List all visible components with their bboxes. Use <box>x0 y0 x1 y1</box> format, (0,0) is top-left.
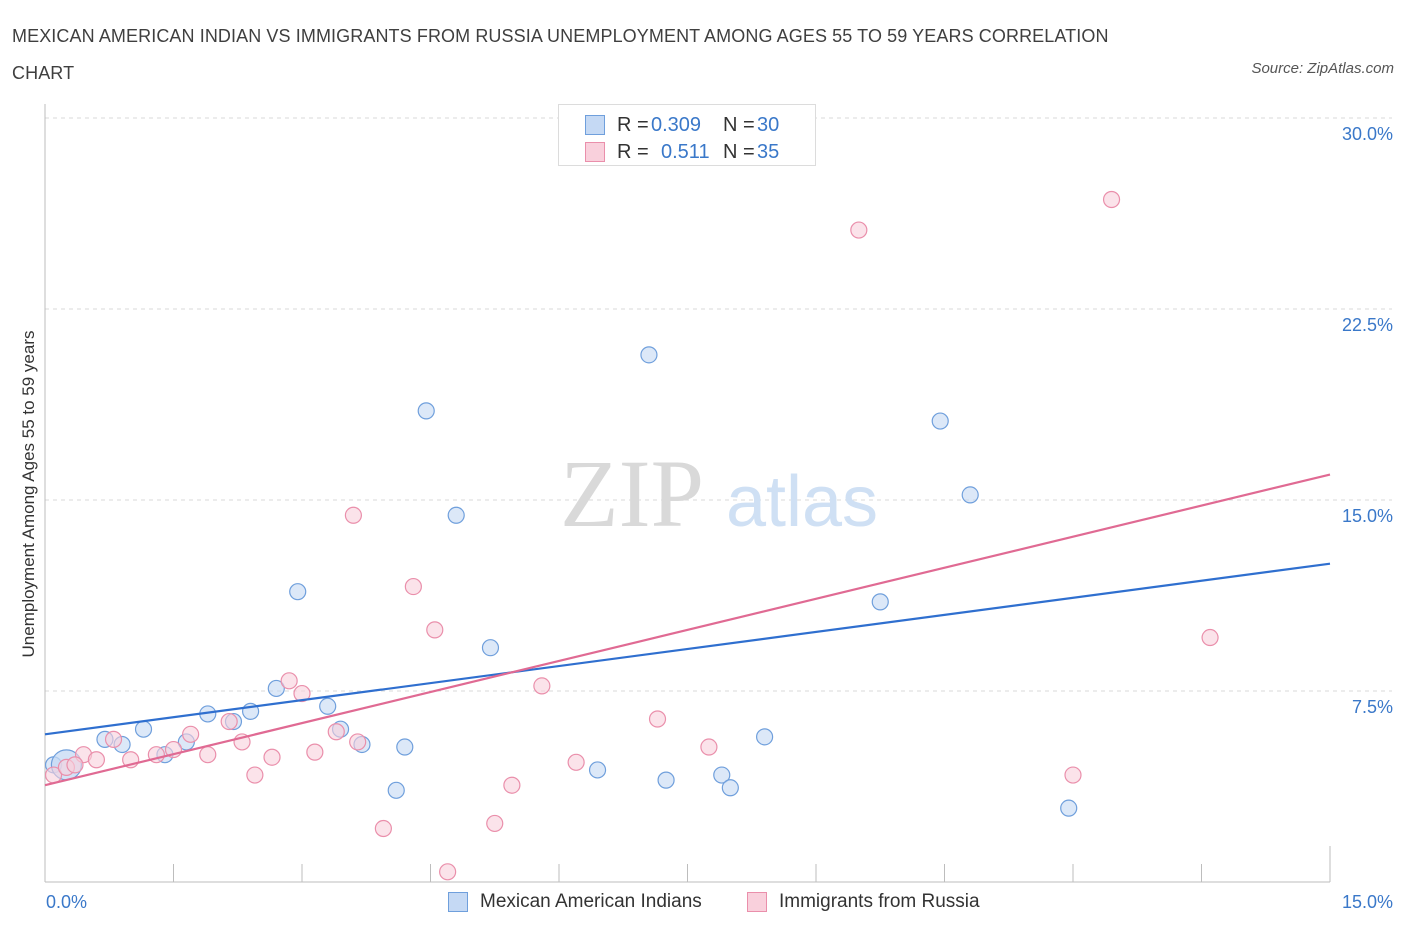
x-tick-label-min: 0.0% <box>46 892 87 912</box>
legend-item-immigrants-from-russia[interactable]: Immigrants from Russia <box>747 888 980 916</box>
y-tick-label: 15.0% <box>1342 506 1393 526</box>
point-immigrants-from-russia <box>182 725 200 743</box>
r-value: 0.511 <box>661 140 710 163</box>
n-label: N = <box>723 140 755 163</box>
point-immigrants-from-russia <box>66 756 84 774</box>
point-immigrants-from-russia <box>87 751 106 769</box>
n-value: 30 <box>757 113 780 136</box>
points-layer <box>44 190 1219 881</box>
point-mexican-american-indians <box>871 593 889 611</box>
point-immigrants-from-russia <box>503 776 521 794</box>
y-tick-labels: 7.5% 15.0% 22.5% 30.0% <box>1342 124 1393 717</box>
point-mexican-american-indians <box>267 679 285 698</box>
watermark: ZIP atlas <box>560 440 878 547</box>
axis-layer <box>44 104 1331 883</box>
point-immigrants-from-russia <box>246 766 264 784</box>
point-mexican-american-indians <box>481 639 500 657</box>
point-immigrants-from-russia <box>439 863 457 881</box>
point-immigrants-from-russia <box>404 577 422 596</box>
trend-layer <box>44 473 1331 787</box>
blue-swatch <box>448 892 468 912</box>
point-mexican-american-indians <box>447 506 465 524</box>
point-immigrants-from-russia <box>533 677 551 695</box>
point-immigrants-from-russia <box>199 746 217 764</box>
legend-label: Mexican American Indians <box>480 891 702 912</box>
point-immigrants-from-russia <box>850 221 868 239</box>
point-immigrants-from-russia <box>263 748 281 766</box>
pink-swatch <box>585 142 605 162</box>
trendline-immigrants-from-russia <box>44 473 1331 787</box>
point-immigrants-from-russia <box>349 733 367 751</box>
point-mexican-american-indians <box>961 486 979 504</box>
point-mexican-american-indians <box>588 761 607 779</box>
n-value: 35 <box>757 140 780 163</box>
legend-item-mexican-american-indians[interactable]: Mexican American Indians <box>448 888 702 916</box>
point-mexican-american-indians <box>657 771 675 789</box>
point-mexican-american-indians <box>387 781 405 799</box>
y-tick-label: 30.0% <box>1342 124 1393 144</box>
point-immigrants-from-russia <box>104 730 123 748</box>
r-label: R = <box>617 140 649 163</box>
point-mexican-american-indians <box>396 738 414 756</box>
blue-swatch <box>585 115 605 135</box>
point-immigrants-from-russia <box>220 712 238 731</box>
point-mexican-american-indians <box>713 766 731 784</box>
point-immigrants-from-russia <box>648 710 667 728</box>
grid-layer <box>45 117 1392 692</box>
point-mexican-american-indians <box>721 779 739 797</box>
source-label: Source: ZipAtlas.com <box>1251 60 1394 77</box>
stats-legend: R = 0.309 N = 30 R = 0.511 N = 35 <box>558 104 816 166</box>
point-immigrants-from-russia <box>293 684 311 703</box>
point-immigrants-from-russia <box>344 506 362 524</box>
pink-swatch <box>747 892 767 912</box>
point-mexican-american-indians <box>134 720 153 738</box>
point-immigrants-from-russia <box>306 743 324 761</box>
trendline-mexican-american-indians <box>44 562 1331 736</box>
point-mexican-american-indians <box>417 402 435 420</box>
point-mexican-american-indians <box>1060 799 1078 817</box>
y-axis-label: Unemployment Among Ages 55 to 59 years <box>19 331 38 658</box>
point-immigrants-from-russia <box>700 738 718 756</box>
point-immigrants-from-russia <box>1064 766 1082 784</box>
point-immigrants-from-russia <box>1102 190 1121 209</box>
watermark-zip: ZIP <box>560 440 704 547</box>
x-tick-label-max: 15.0% <box>1342 892 1393 912</box>
point-immigrants-from-russia <box>374 819 392 838</box>
point-immigrants-from-russia <box>426 621 444 639</box>
y-tick-label: 7.5% <box>1352 697 1393 717</box>
stats-legend-row-pink: R = 0.511 N = 35 <box>585 138 779 166</box>
stats-legend-row-blue: R = 0.309 N = 30 <box>585 111 779 139</box>
point-mexican-american-indians <box>319 697 337 715</box>
point-immigrants-from-russia <box>486 814 504 833</box>
point-immigrants-from-russia <box>1201 628 1219 647</box>
watermark-atlas: atlas <box>726 462 878 542</box>
point-immigrants-from-russia <box>567 753 585 771</box>
legend-label: Immigrants from Russia <box>779 891 980 912</box>
r-value: 0.309 <box>651 113 702 136</box>
point-mexican-american-indians <box>289 583 307 601</box>
r-label: R = <box>617 113 649 136</box>
point-mexican-american-indians <box>640 346 658 364</box>
point-mexican-american-indians <box>931 412 949 430</box>
chart-title: MEXICAN AMERICAN INDIAN VS IMMIGRANTS FR… <box>12 26 1109 83</box>
n-label: N = <box>723 113 755 136</box>
point-mexican-american-indians <box>755 728 774 746</box>
y-tick-label: 22.5% <box>1342 315 1393 335</box>
point-immigrants-from-russia <box>327 723 345 741</box>
point-immigrants-from-russia <box>280 672 298 690</box>
